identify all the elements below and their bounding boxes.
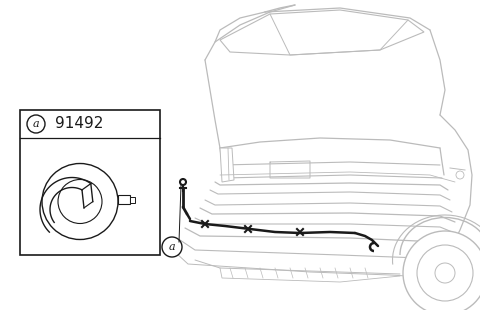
Polygon shape — [220, 148, 234, 182]
Bar — [20, 110, 160, 255]
Ellipse shape — [58, 179, 102, 224]
Circle shape — [456, 171, 464, 179]
Text: a: a — [168, 242, 175, 252]
Circle shape — [180, 179, 186, 185]
Text: 91492: 91492 — [55, 117, 103, 131]
Polygon shape — [220, 10, 424, 55]
Bar — [130, 197, 135, 202]
Text: a: a — [33, 119, 39, 129]
Circle shape — [435, 263, 455, 283]
Circle shape — [27, 115, 45, 133]
Circle shape — [403, 231, 480, 310]
Circle shape — [417, 245, 473, 301]
Bar — [118, 195, 130, 204]
Circle shape — [162, 237, 182, 257]
Ellipse shape — [42, 163, 118, 240]
